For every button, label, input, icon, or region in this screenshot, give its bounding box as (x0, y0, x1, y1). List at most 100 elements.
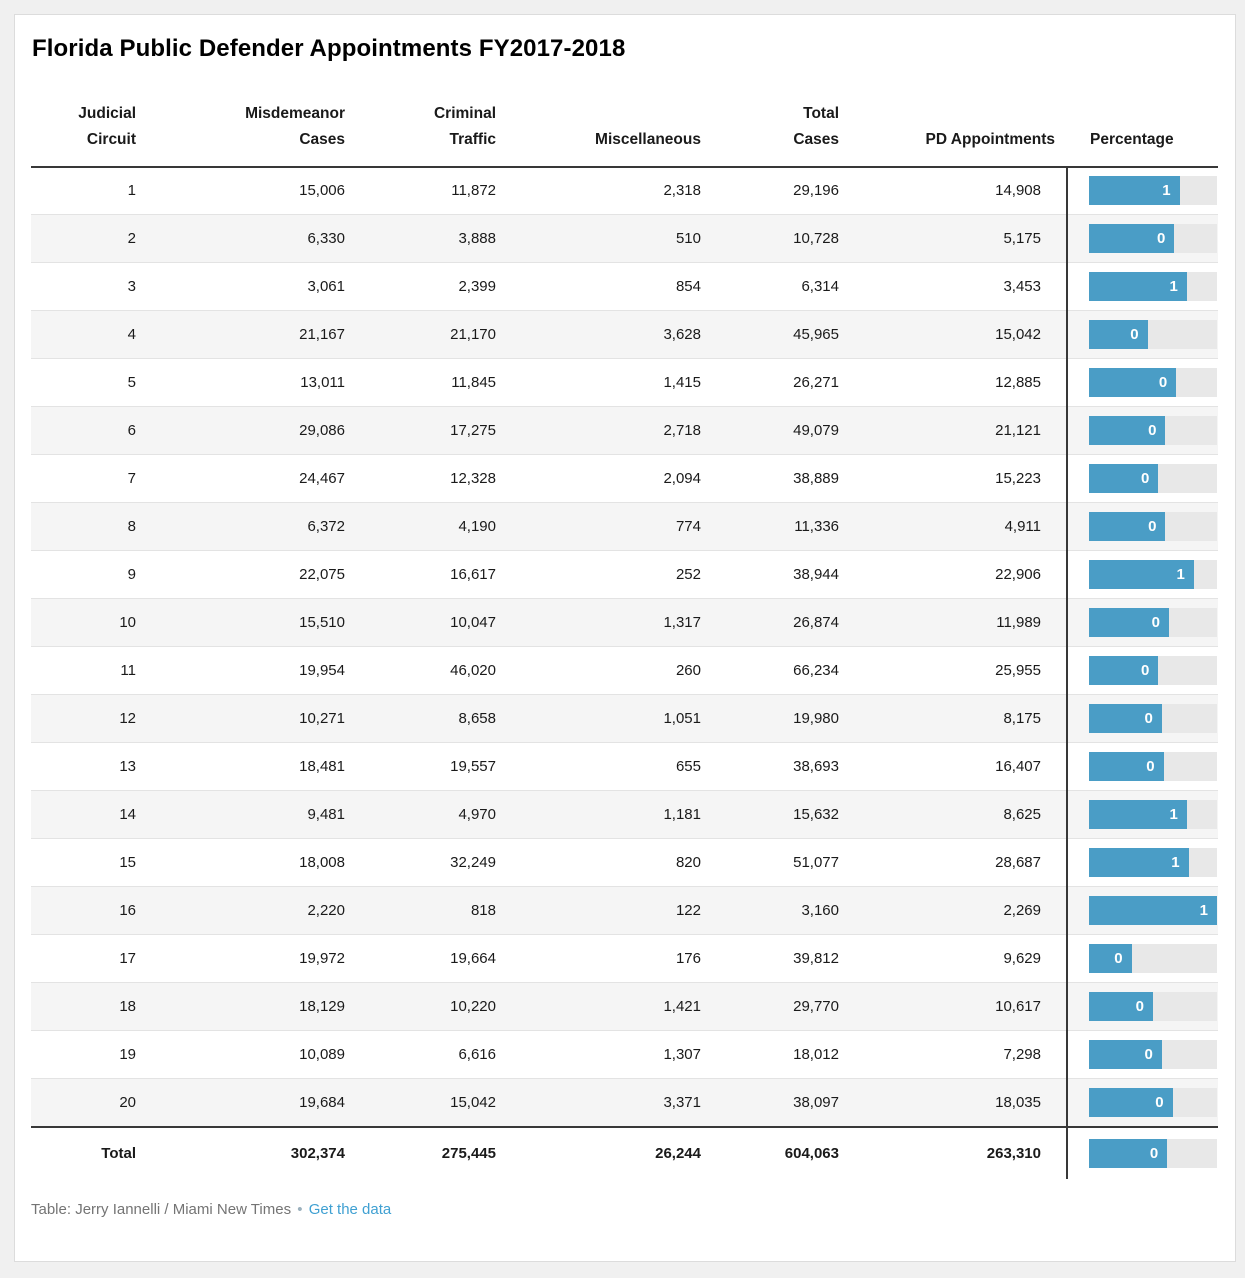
cell-miscellaneous: 1,415 (496, 358, 701, 407)
percentage-bar-value: 1 (1199, 902, 1208, 920)
cell-circuit: 10 (31, 598, 136, 647)
cell-circuit: 7 (31, 454, 136, 503)
col-header-judicial-circuit: Judicial Circuit (31, 63, 136, 168)
percentage-bar: 0 (1089, 464, 1159, 494)
total-percentage-bar-track: 0 (1089, 1138, 1217, 1168)
cell-circuit: 20 (31, 1078, 136, 1127)
percentage-cell: 0 (1066, 310, 1218, 359)
cell-total-cases: 11,336 (701, 502, 839, 551)
cell-miscellaneous: 3,628 (496, 310, 701, 359)
cell-total-cases: 10,728 (701, 214, 839, 263)
cell-circuit: 2 (31, 214, 136, 263)
percentage-bar: 1 (1089, 800, 1187, 830)
total-misdemeanor-cases: 302,374 (136, 1125, 345, 1179)
percentage-bar-value: 1 (1169, 806, 1178, 824)
cell-criminal-traffic: 10,220 (345, 982, 496, 1031)
percentage-bar-value: 0 (1114, 950, 1123, 968)
cell-criminal-traffic: 10,047 (345, 598, 496, 647)
cell-pd-appointments: 9,629 (839, 934, 1067, 983)
percentage-bar-value: 0 (1141, 662, 1150, 680)
cell-circuit: 19 (31, 1030, 136, 1079)
percentage-bar-value: 1 (1176, 566, 1185, 584)
cell-pd-appointments: 8,625 (839, 790, 1067, 839)
cell-total-cases: 39,812 (701, 934, 839, 983)
cell-total-cases: 38,693 (701, 742, 839, 791)
cell-total-cases: 18,012 (701, 1030, 839, 1079)
cell-miscellaneous: 774 (496, 502, 701, 551)
percentage-bar-value: 1 (1169, 278, 1178, 296)
cell-misdemeanor: 21,167 (136, 310, 345, 359)
total-percentage-cell: 0 (1066, 1125, 1218, 1179)
percentage-bar-track: 0 (1089, 704, 1217, 734)
cell-criminal-traffic: 15,042 (345, 1078, 496, 1127)
col-header-percentage: Percentage (1067, 63, 1218, 168)
cell-misdemeanor: 18,481 (136, 742, 345, 791)
cell-criminal-traffic: 21,170 (345, 310, 496, 359)
table-row: 19 10,089 6,616 1,307 18,012 7,298 0 (31, 1030, 1218, 1079)
cell-criminal-traffic: 46,020 (345, 646, 496, 695)
percentage-bar: 0 (1089, 512, 1166, 542)
percentage-cell: 1 (1066, 550, 1218, 599)
cell-circuit: 18 (31, 982, 136, 1031)
percentage-cell: 0 (1066, 694, 1218, 743)
cell-criminal-traffic: 16,617 (345, 550, 496, 599)
percentage-bar-track: 0 (1089, 1087, 1217, 1117)
get-the-data-link[interactable]: Get the data (308, 1200, 392, 1218)
total-miscellaneous: 26,244 (496, 1125, 701, 1179)
cell-pd-appointments: 14,908 (995, 182, 1041, 200)
cell-pd-appointments: 22,906 (839, 550, 1067, 599)
percentage-cell: 1 (1066, 262, 1218, 311)
percentage-cell: 0 (1066, 598, 1218, 647)
percentage-bar-value: 0 (1151, 614, 1160, 632)
table-row: 17 19,972 19,664 176 39,812 9,629 0 (31, 934, 1218, 983)
percentage-bar-track: 0 (1089, 416, 1217, 446)
col-header-miscellaneous: Miscellaneous (496, 63, 701, 168)
cell-total-cases: 45,965 (701, 310, 839, 359)
percentage-bar-track: 1 (1089, 560, 1217, 590)
percentage-bar-value: 0 (1144, 1046, 1153, 1064)
cell-criminal-traffic: 12,328 (345, 454, 496, 503)
percentage-bar-track: 1 (1089, 800, 1217, 830)
cell-miscellaneous: 2,318 (663, 182, 701, 200)
cell-misdemeanor: 6,372 (136, 502, 345, 551)
percentage-cell: 0 (1066, 934, 1218, 983)
percentage-bar: 0 (1089, 752, 1164, 782)
cell-misdemeanor: 6,330 (136, 214, 345, 263)
cell-misdemeanor: 18,008 (136, 838, 345, 887)
col-header-criminal-traffic: Criminal Traffic (345, 63, 496, 168)
percentage-bar-track: 0 (1089, 608, 1217, 638)
cell-total-cases: 6,314 (701, 262, 839, 311)
chart-title: Florida Public Defender Appointments FY2… (32, 35, 626, 62)
cell-miscellaneous: 1,421 (496, 982, 701, 1031)
cell-miscellaneous: 260 (496, 646, 701, 695)
percentage-bar: 1 (1089, 176, 1180, 206)
percentage-cell: 1 (1066, 166, 1218, 215)
cell-misdemeanor: 29,086 (136, 406, 345, 455)
cell-criminal-traffic: 818 (345, 886, 496, 935)
table-card: Florida Public Defender Appointments FY2… (14, 14, 1236, 1262)
cell-misdemeanor: 10,089 (136, 1030, 345, 1079)
table-row: 1 15,006 11,872 2,318 29,196 14,908 1 (31, 166, 1218, 215)
percentage-bar-value: 0 (1148, 422, 1157, 440)
cell-pd-appointments: 28,687 (839, 838, 1067, 887)
percentage-cell: 0 (1066, 406, 1218, 455)
percentage-bar: 0 (1089, 608, 1169, 638)
cell-criminal-traffic: 19,557 (345, 742, 496, 791)
cell-criminal-traffic: 6,616 (345, 1030, 496, 1079)
percentage-bar-track: 0 (1089, 992, 1217, 1022)
percentage-bar: 0 (1089, 944, 1132, 974)
cell-circuit: 5 (31, 358, 136, 407)
cell-pd-appointments: 5,175 (839, 214, 1067, 263)
cell-circuit: 15 (31, 838, 136, 887)
table-body: 1 15,006 11,872 2,318 29,196 14,908 1 2 6,330 3,8… (31, 166, 1218, 1127)
percentage-cell: 0 (1066, 742, 1218, 791)
cell-total-cases: 38,944 (701, 550, 839, 599)
cell-miscellaneous: 820 (496, 838, 701, 887)
cell-circuit: 9 (31, 550, 136, 599)
cell-criminal-traffic: 32,249 (345, 838, 496, 887)
data-table: Judicial Circuit Misdemeanor Cases Crimi… (31, 63, 1218, 1179)
percentage-bar: 0 (1089, 1087, 1173, 1117)
percentage-bar-track: 1 (1089, 176, 1217, 206)
cell-misdemeanor: 19,684 (136, 1078, 345, 1127)
